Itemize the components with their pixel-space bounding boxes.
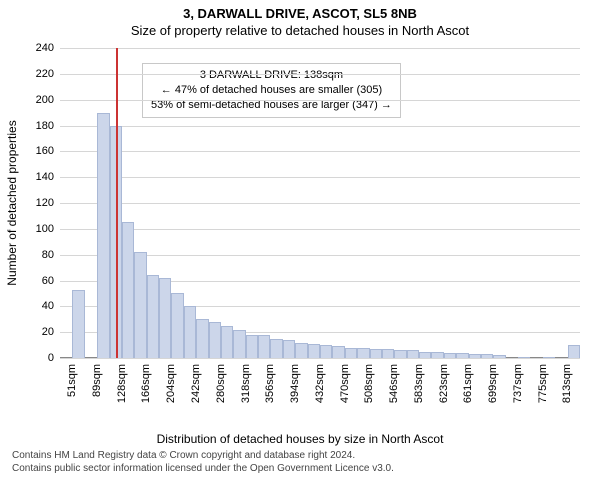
y-tick-label: 140: [36, 171, 60, 183]
x-tick-label: 280sqm: [215, 364, 227, 403]
y-gridline: [60, 358, 580, 359]
x-tick-label: 508sqm: [363, 364, 375, 403]
histogram-bar: [345, 348, 357, 358]
histogram-bar: [469, 354, 481, 358]
x-tick-label: 356sqm: [264, 364, 276, 403]
y-tick-label: 200: [36, 94, 60, 106]
histogram-bar: [332, 346, 344, 358]
chart-container: Number of detached properties 3 DARWALL …: [0, 38, 600, 428]
x-tick-label: 813sqm: [561, 364, 573, 403]
x-tick-label: 166sqm: [140, 364, 152, 403]
y-tick-label: 60: [42, 275, 60, 287]
x-tick-label: 546sqm: [388, 364, 400, 403]
info-box-line2: ← 47% of detached houses are smaller (30…: [151, 83, 392, 98]
histogram-bar: [196, 319, 208, 358]
y-gridline: [60, 203, 580, 204]
y-tick-label: 240: [36, 42, 60, 54]
histogram-bar: [407, 350, 419, 358]
x-tick-label: 394sqm: [289, 364, 301, 403]
histogram-bar: [233, 330, 245, 358]
x-tick-label: 242sqm: [190, 364, 202, 403]
histogram-bar: [295, 343, 307, 359]
y-tick-label: 20: [42, 326, 60, 338]
x-tick-label: 775sqm: [537, 364, 549, 403]
x-tick-label: 89sqm: [91, 364, 103, 397]
y-gridline: [60, 48, 580, 49]
y-tick-label: 0: [48, 352, 60, 364]
histogram-bar: [493, 355, 505, 358]
x-axis-title: Distribution of detached houses by size …: [0, 432, 600, 446]
histogram-bar: [444, 353, 456, 358]
histogram-bar: [171, 293, 183, 358]
info-box: 3 DARWALL DRIVE: 138sqm ← 47% of detache…: [142, 63, 401, 118]
histogram-bar: [308, 344, 320, 358]
y-tick-label: 220: [36, 68, 60, 80]
y-gridline: [60, 177, 580, 178]
y-tick-label: 100: [36, 223, 60, 235]
y-tick-label: 40: [42, 300, 60, 312]
x-tick-label: 737sqm: [512, 364, 524, 403]
y-tick-label: 160: [36, 145, 60, 157]
y-gridline: [60, 126, 580, 127]
y-tick-label: 120: [36, 197, 60, 209]
histogram-bar: [320, 345, 332, 358]
histogram-bar: [419, 352, 431, 358]
x-tick-label: 661sqm: [462, 364, 474, 403]
x-tick-label: 583sqm: [413, 364, 425, 403]
y-tick-label: 80: [42, 249, 60, 261]
histogram-bar: [97, 113, 109, 358]
footer-line2: Contains public sector information licen…: [12, 463, 588, 476]
y-gridline: [60, 100, 580, 101]
cursor-line: [116, 48, 118, 358]
x-tick-label: 51sqm: [66, 364, 78, 397]
x-tick-label: 470sqm: [339, 364, 351, 403]
histogram-bar: [481, 354, 493, 358]
histogram-bar: [147, 275, 159, 358]
histogram-bar: [184, 306, 196, 358]
histogram-bar: [382, 349, 394, 358]
histogram-bar: [209, 322, 221, 358]
y-gridline: [60, 74, 580, 75]
histogram-bar: [370, 349, 382, 358]
y-gridline: [60, 151, 580, 152]
y-tick-label: 180: [36, 120, 60, 132]
y-gridline: [60, 229, 580, 230]
histogram-bar: [568, 345, 580, 358]
histogram-bar: [456, 353, 468, 358]
page-title: 3, DARWALL DRIVE, ASCOT, SL5 8NB: [0, 6, 600, 21]
page-subtitle: Size of property relative to detached ho…: [0, 23, 600, 38]
info-box-line1: 3 DARWALL DRIVE: 138sqm: [151, 68, 392, 83]
footer: Contains HM Land Registry data © Crown c…: [0, 450, 600, 475]
histogram-bar: [134, 252, 146, 358]
plot-area: 3 DARWALL DRIVE: 138sqm ← 47% of detache…: [60, 48, 580, 358]
y-axis-title: Number of detached properties: [5, 120, 19, 285]
x-tick-label: 432sqm: [314, 364, 326, 403]
x-tick-label: 204sqm: [165, 364, 177, 403]
histogram-bar: [394, 350, 406, 358]
histogram-bar: [159, 278, 171, 358]
histogram-bar: [258, 335, 270, 358]
histogram-bar: [221, 326, 233, 358]
x-tick-label: 623sqm: [438, 364, 450, 403]
x-tick-label: 699sqm: [487, 364, 499, 403]
x-tick-label: 318sqm: [240, 364, 252, 403]
histogram-bar: [543, 357, 555, 358]
histogram-bar: [518, 357, 530, 358]
histogram-bar: [431, 352, 443, 358]
histogram-bar: [72, 290, 84, 358]
x-tick-label: 128sqm: [116, 364, 128, 403]
histogram-bar: [246, 335, 258, 358]
histogram-bar: [283, 340, 295, 358]
histogram-bar: [270, 339, 282, 358]
footer-line1: Contains HM Land Registry data © Crown c…: [12, 450, 588, 463]
histogram-bar: [357, 348, 369, 358]
histogram-bar: [122, 222, 134, 358]
